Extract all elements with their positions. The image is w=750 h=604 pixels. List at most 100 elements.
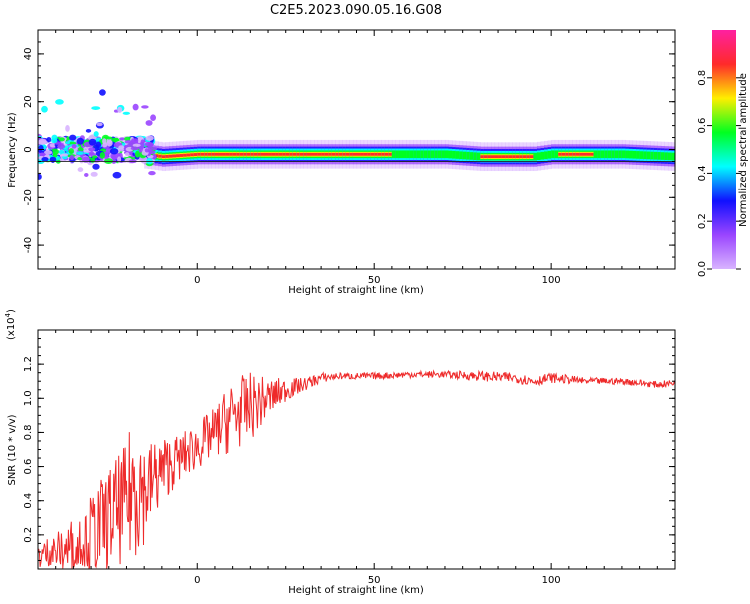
spectrogram-noise-cell [99, 89, 106, 96]
spectrogram-band-cell [154, 154, 159, 158]
snr-xtick-label: 100 [542, 575, 561, 586]
spectrogram-heatmap [38, 89, 679, 180]
spectrogram-band-cell [214, 152, 220, 156]
spectrogram-band-cell [246, 152, 251, 156]
spectrogram-band-cell [232, 152, 237, 156]
spectrogram-band-cell [158, 154, 163, 158]
snr-ytick-label: 0.8 [23, 424, 34, 440]
spectrogram-ytick-label: 40 [23, 48, 34, 61]
spectrogram-noise-cell [99, 152, 106, 159]
spectrogram-noise-cell [65, 125, 70, 132]
spectrogram-band-cell [243, 152, 248, 156]
spectrogram-noise-cell [90, 157, 96, 163]
spectrogram-noise-cell [41, 156, 49, 162]
spectrogram-noise-cell [65, 141, 70, 145]
snr-ylabel: SNR (10 * v/v) [7, 414, 18, 485]
spectrogram-noise-cell [119, 137, 125, 141]
spectrogram-band-cell [310, 152, 315, 156]
spectrogram-band-cell [207, 152, 213, 156]
spectrogram-band-cell [536, 152, 542, 161]
spectrogram-band-cell [423, 150, 428, 159]
spectrogram-band-cell [448, 150, 453, 159]
spectrogram-band-cell [271, 152, 276, 156]
spectrogram-band-cell [455, 151, 460, 159]
spectrogram-band-cell [374, 152, 379, 156]
spectrogram-band-cell [586, 152, 591, 156]
spectrogram-noise-cell [152, 153, 157, 160]
spectrogram-band-cell [675, 149, 679, 164]
spectrogram-noise-cell [124, 152, 130, 157]
spectrogram-noise-cell [102, 142, 108, 148]
spectrogram-noise-cell [85, 128, 92, 133]
spectrogram-noise-cell [124, 140, 133, 144]
spectrogram-band-cell [268, 152, 273, 156]
spectrogram-band-cell [222, 152, 227, 156]
spectrogram-band-cell [275, 152, 280, 156]
spectrogram-noise-cell [49, 156, 57, 163]
spectrogram-band-cell [391, 150, 397, 159]
spectrogram-band-cell [321, 152, 326, 156]
spectrogram-band-cell [469, 152, 474, 160]
spectrogram-band-cell [360, 152, 365, 156]
spectrogram-band-cell [395, 150, 400, 159]
spectrogram-band-cell [345, 152, 351, 156]
spectrogram-band-cell [505, 155, 510, 159]
spectrogram-band-cell [568, 152, 573, 156]
spectrogram-band-cell [558, 152, 563, 156]
spectrogram-band-cell [352, 152, 358, 156]
spectrogram-band-cell [381, 152, 386, 156]
spectrogram-band-cell [282, 152, 287, 156]
spectrogram-noise-cell [106, 139, 113, 147]
spectrogram-noise-cell [41, 105, 48, 113]
spectrogram-noise-cell [93, 131, 99, 137]
spectrogram-cells [38, 89, 679, 180]
spectrogram-noise-cell [91, 106, 101, 110]
spectrogram-band-cell [466, 151, 471, 160]
spectrogram-band-cell [632, 150, 637, 159]
spectrogram-band-cell [533, 152, 538, 161]
snr-xlabel: Height of straight line (km) [288, 585, 424, 596]
spectrogram-band-cell [176, 154, 181, 158]
spectrogram-band-cell [437, 150, 443, 159]
spectrogram-band-cell [473, 152, 478, 161]
spectrogram-noise-cell [145, 120, 153, 126]
spectrogram-band-cell [278, 152, 283, 156]
spectrogram-band-cell [204, 152, 209, 156]
spectrogram-noise-cell [110, 152, 118, 160]
spectrogram-noise-cell [52, 152, 58, 158]
snr-xtick-label: 0 [194, 575, 200, 586]
spectrogram-noise-cell [150, 114, 157, 122]
spectrogram-band-cell [190, 153, 195, 157]
spectrogram-band-cell [416, 150, 421, 159]
spectrogram-noise-cell [84, 173, 89, 177]
spectrogram-xtick-label: 100 [542, 275, 561, 286]
spectrogram-band-cell [186, 153, 191, 157]
spectrogram-ylabel: Frequency (Hz) [7, 112, 18, 188]
spectrogram-band-cell [565, 152, 570, 156]
spectrogram-band-cell [250, 152, 255, 156]
spectrogram-band-cell [515, 155, 520, 159]
spectrogram-xlabel: Height of straight line (km) [288, 285, 424, 296]
spectrogram-band-cell [200, 152, 205, 156]
spectrogram-band-cell [161, 155, 166, 159]
spectrogram-noise-cell [68, 148, 74, 155]
spectrogram-noise-cell [148, 171, 156, 176]
spectrogram-band-cell [526, 155, 531, 159]
spectrogram-noise-cell [106, 136, 113, 140]
spectrogram-band-cell [572, 152, 577, 156]
spectrogram-noise-cell [90, 171, 98, 177]
spectrogram-noise-cell [46, 136, 52, 143]
spectrogram-noise-cell [117, 148, 125, 152]
spectrogram-band-cell [452, 150, 457, 159]
spectrogram-band-cell [285, 152, 290, 156]
spectrogram-ytick-label: -20 [23, 189, 34, 205]
spectrogram-noise-cell [95, 141, 102, 149]
snr-ticks: 0 50 100 0.2 0.4 0.6 0.8 1.0 1.2 [23, 329, 676, 586]
spectrogram-noise-cell [39, 152, 46, 156]
spectrogram-band-cell [434, 150, 439, 159]
spectrogram-band-cell [579, 152, 584, 156]
spectrogram-band-cell [367, 152, 372, 156]
spectrogram-noise-cell [131, 138, 139, 144]
spectrogram-band-cell [628, 150, 634, 159]
